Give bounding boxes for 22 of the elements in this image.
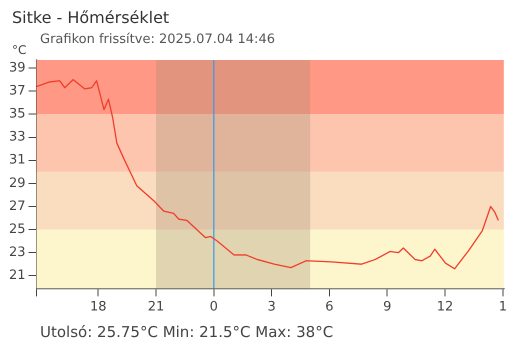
- y-tick-label: 33: [8, 130, 26, 145]
- y-tick-label: 29: [8, 176, 26, 191]
- y-axis-title: °C: [12, 43, 26, 57]
- chart-subtitle: Grafikon frissítve: 2025.07.04 14:46: [40, 32, 275, 47]
- y-tick-label: 27: [8, 198, 26, 214]
- x-tick-label: 18: [90, 300, 106, 315]
- y-tick-label: 25: [8, 222, 26, 237]
- y-tick-label: 31: [8, 152, 26, 168]
- x-tick-label: 6: [325, 300, 334, 315]
- y-tick-label: 23: [8, 245, 26, 260]
- y-tick-label: 35: [8, 106, 26, 122]
- y-tick-label: 21: [8, 268, 26, 284]
- y-tick-label: 37: [8, 84, 26, 99]
- y-tick-label: 39: [8, 60, 26, 76]
- x-tick-label: 12: [436, 300, 454, 315]
- chart-title: Sitke - Hőmérséklet: [12, 8, 170, 27]
- x-tick-label: 3: [267, 300, 276, 315]
- x-tick-label: 1: [498, 300, 507, 315]
- x-tick-label: 21: [148, 300, 164, 315]
- text: Utolsó: 25.75°C Min: 21.5°C Max: 38°C: [40, 323, 334, 341]
- x-tick-label: 0: [210, 300, 218, 315]
- x-tick-label: 9: [383, 300, 392, 315]
